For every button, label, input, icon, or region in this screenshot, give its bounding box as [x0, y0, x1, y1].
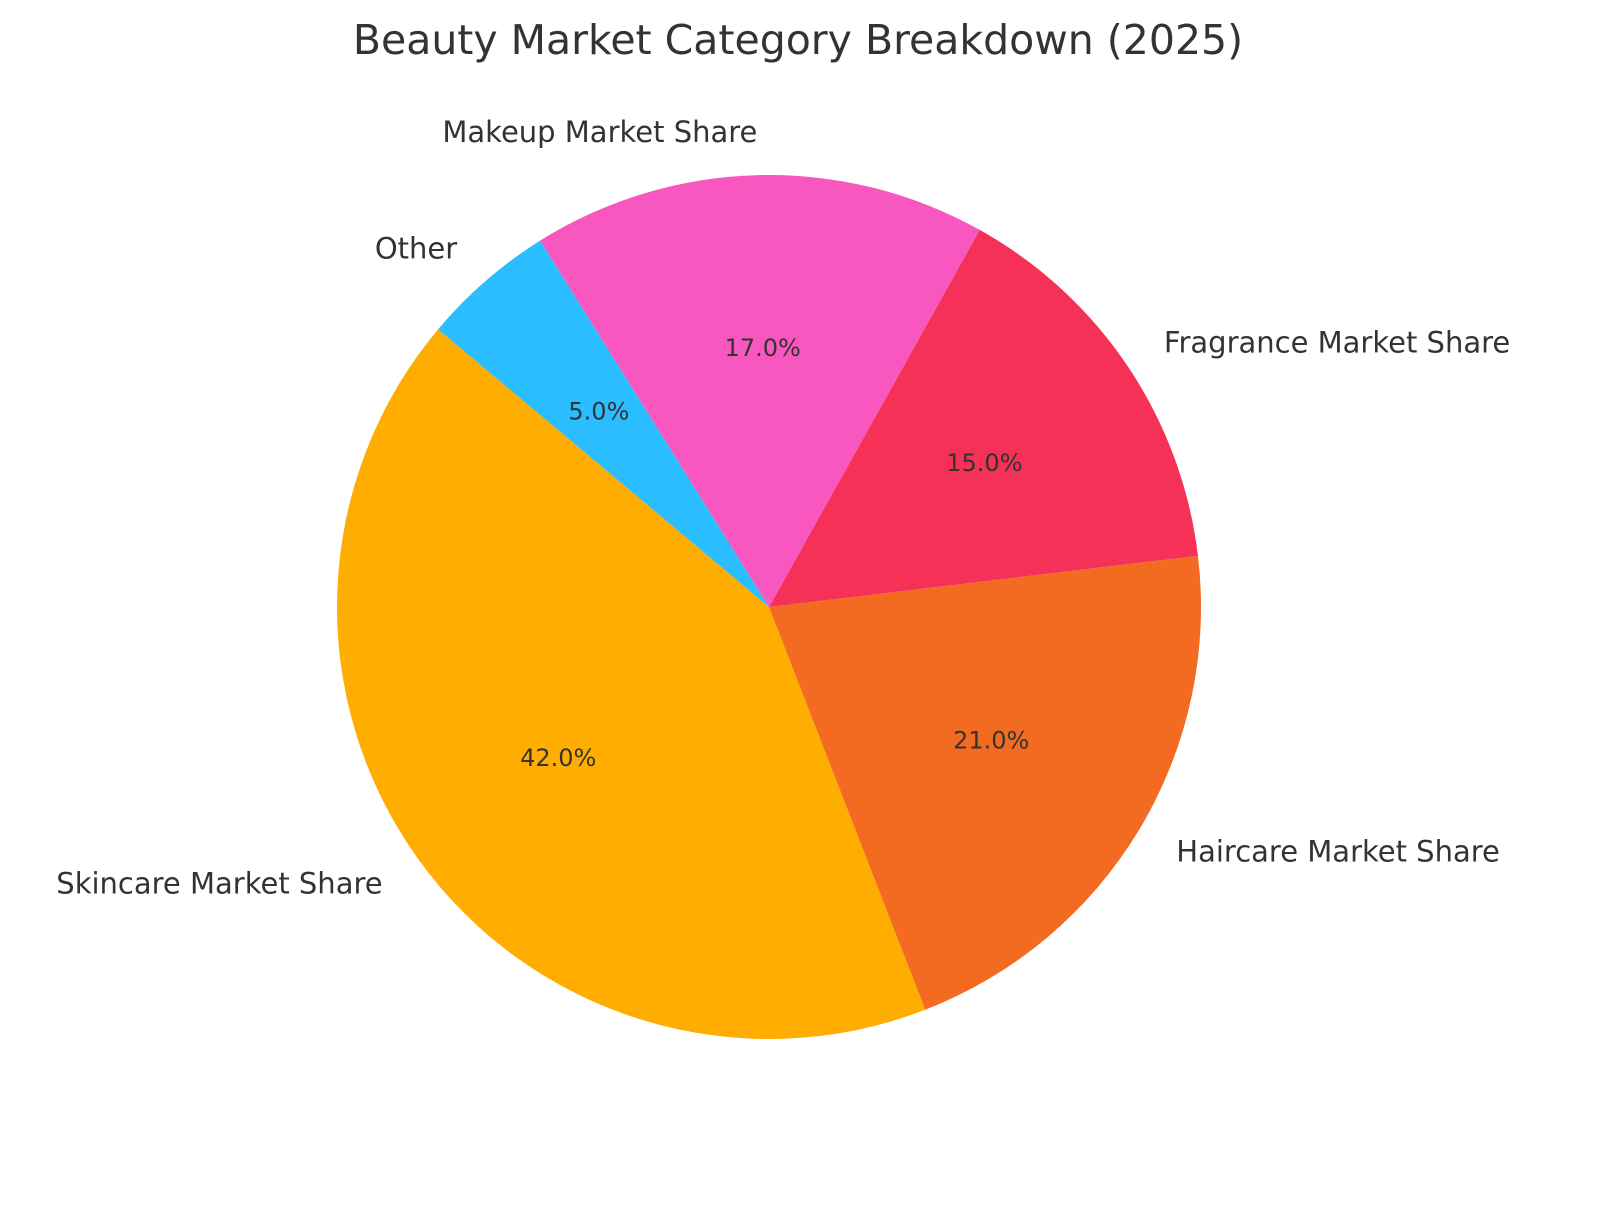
- pie-slice-haircare-market-share: [769, 555, 1201, 1010]
- pie-slice-other: [438, 240, 769, 607]
- slice-label-haircare-market-share: Haircare Market Share: [1176, 835, 1500, 869]
- pie-labels: Skincare Market Share 42.0% Haircare Marke…: [56, 115, 1510, 901]
- slice-percent-other: 5.0%: [568, 397, 629, 425]
- slice-label-fragrance-market-share: Fragrance Market Share: [1164, 326, 1510, 360]
- slice-label-makeup-market-share: Makeup Market Share: [442, 115, 757, 149]
- pie-slice-skincare-market-share: [337, 329, 926, 1039]
- slice-label-other: Other: [375, 231, 457, 265]
- pie-slice-makeup-market-share: [540, 174, 980, 607]
- pie-slice-fragrance-market-share: [769, 229, 1198, 607]
- slice-label-skincare-market-share: Skincare Market Share: [56, 867, 382, 901]
- slice-percent-haircare-market-share: 21.0%: [953, 727, 1029, 755]
- chart-title: Beauty Market Category Breakdown (2025): [353, 16, 1243, 64]
- slice-percent-makeup-market-share: 17.0%: [725, 334, 801, 362]
- slice-percent-fragrance-market-share: 15.0%: [946, 449, 1022, 477]
- slice-percent-skincare-market-share: 42.0%: [520, 744, 596, 772]
- pie-slices: [337, 174, 1201, 1039]
